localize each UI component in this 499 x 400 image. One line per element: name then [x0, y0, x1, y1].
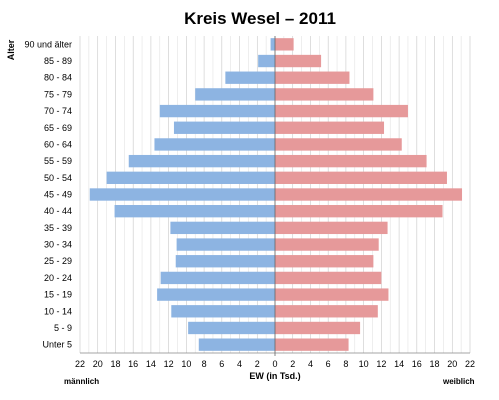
x-axis-label: EW (in Tsd.) [249, 371, 300, 381]
bar-female [275, 321, 361, 335]
y-tick-label: 85 - 89 [44, 56, 72, 66]
x-tick-label: 16 [128, 359, 138, 369]
bar-female [275, 104, 408, 118]
bar-male [128, 154, 275, 168]
bar-male [160, 271, 275, 285]
y-tick-label: 90 und älter [24, 39, 72, 49]
bar-female [275, 271, 382, 285]
bar-male [176, 238, 275, 251]
x-tick-label: 20 [447, 359, 457, 369]
y-tick-label: 15 - 19 [44, 290, 72, 300]
y-tick-label: 75 - 79 [44, 89, 72, 99]
x-tick-label: 2 [255, 359, 260, 369]
x-tick-label: 10 [359, 359, 369, 369]
y-tick-label: 45 - 49 [44, 190, 72, 200]
bar-female [275, 88, 374, 101]
y-tick-label: 35 - 39 [44, 223, 72, 233]
bar-female [275, 38, 294, 51]
bar-male [175, 255, 275, 268]
x-tick-label: 18 [110, 359, 120, 369]
bar-male [89, 188, 275, 201]
x-tick-label: 20 [93, 359, 103, 369]
x-tick-label: 12 [164, 359, 174, 369]
x-tick-label: 22 [75, 359, 85, 369]
bars [89, 38, 463, 351]
x-tick-label: 4 [237, 359, 242, 369]
bar-male [157, 288, 275, 301]
x-tick-label: 16 [412, 359, 422, 369]
x-tick-label: 8 [202, 359, 207, 369]
y-tick-labels: 90 und älter 85 - 89 80 - 84 75 - 79 70 - 74… [24, 39, 72, 349]
bar-male [198, 338, 275, 351]
x-tick-labels: 22 20 18 16 14 12 10 8 6 4 2 0 2 4 6 8 10 12 14 16 18 20 22 [75, 359, 475, 369]
x-tick-label: 14 [146, 359, 156, 369]
bar-female [275, 54, 322, 68]
bar-female [275, 205, 443, 218]
bar-male [159, 104, 275, 118]
y-tick-label: 25 - 29 [44, 256, 72, 266]
bar-female [275, 288, 389, 301]
bar-female [275, 171, 447, 184]
x-tick-label: 0 [272, 359, 277, 369]
y-tick-label: 70 - 74 [44, 106, 72, 116]
y-tick-label: 60 - 64 [44, 139, 72, 149]
bar-male [171, 305, 275, 318]
bar-male [154, 138, 275, 151]
y-tick-label: 10 - 14 [44, 306, 72, 316]
y-tick-label: 30 - 34 [44, 240, 72, 250]
chart-title: Kreis Wesel – 2011 [184, 9, 336, 28]
bar-female [275, 71, 350, 84]
x-tick-label: 12 [376, 359, 386, 369]
x-tick-label: 8 [343, 359, 348, 369]
bar-male [270, 38, 275, 51]
x-tick-label: 6 [326, 359, 331, 369]
bar-female [275, 221, 388, 235]
bar-female [275, 255, 374, 268]
bar-male [188, 321, 275, 335]
y-tick-label: 5 - 9 [54, 323, 72, 333]
x-tick-label: 6 [219, 359, 224, 369]
bar-male [170, 221, 275, 235]
left-label-male: männlich [64, 377, 99, 386]
x-tick-label: 22 [465, 359, 475, 369]
bar-male [258, 54, 275, 68]
x-tick-label: 2 [290, 359, 295, 369]
y-tick-label: 80 - 84 [44, 73, 72, 83]
bar-female [275, 238, 379, 251]
x-tick-label: 4 [308, 359, 313, 369]
y-tick-label: 55 - 59 [44, 156, 72, 166]
y-tick-label: 50 - 54 [44, 173, 72, 183]
y-tick-label: Unter 5 [42, 340, 72, 350]
x-tick-label: 18 [430, 359, 440, 369]
bar-female [275, 138, 402, 151]
bar-female [275, 154, 427, 168]
bar-male [173, 121, 275, 134]
right-label-female: weiblich [442, 377, 475, 386]
bar-male [195, 88, 275, 101]
bar-female [275, 338, 349, 351]
y-tick-label: 20 - 24 [44, 273, 72, 283]
bar-female [275, 188, 463, 201]
bar-male [114, 205, 276, 218]
y-tick-label: 40 - 44 [44, 206, 72, 216]
bar-male [106, 171, 275, 184]
bar-female [275, 121, 385, 134]
bar-male [225, 71, 275, 84]
y-axis-label: Alter [6, 39, 16, 60]
bar-female [275, 305, 378, 318]
y-tick-label: 65 - 69 [44, 123, 72, 133]
x-tick-label: 14 [394, 359, 404, 369]
x-tick-label: 10 [181, 359, 191, 369]
